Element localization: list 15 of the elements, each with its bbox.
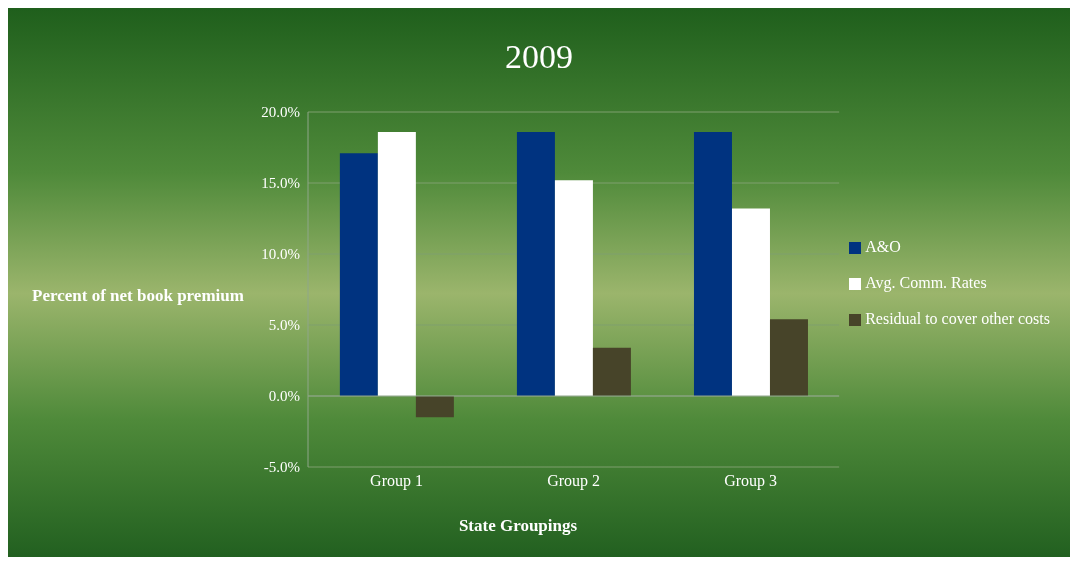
y-tick-label: 0.0%	[268, 388, 300, 405]
x-axis-title: State Groupings	[457, 516, 579, 536]
y-tick-label: 20.0%	[261, 104, 300, 121]
y-tick-label: 5.0%	[268, 317, 300, 334]
x-tick-label: Group 2	[547, 472, 601, 491]
y-tick-label: -5.0%	[263, 459, 300, 476]
y-axis-title: Percent of net book premium	[31, 286, 245, 306]
y-tick-label: 10.0%	[261, 246, 300, 263]
y-tick-label: 15.0%	[261, 175, 300, 192]
x-tick-label: Group 1	[370, 472, 423, 491]
legend-label: Avg. Comm. Rates	[865, 273, 987, 291]
x-tick-label: Group 3	[724, 472, 778, 491]
legend-label: A&O	[865, 237, 901, 255]
chart-title: 2009	[504, 38, 574, 76]
legend-label: Residual to cover other costs	[865, 309, 1050, 327]
